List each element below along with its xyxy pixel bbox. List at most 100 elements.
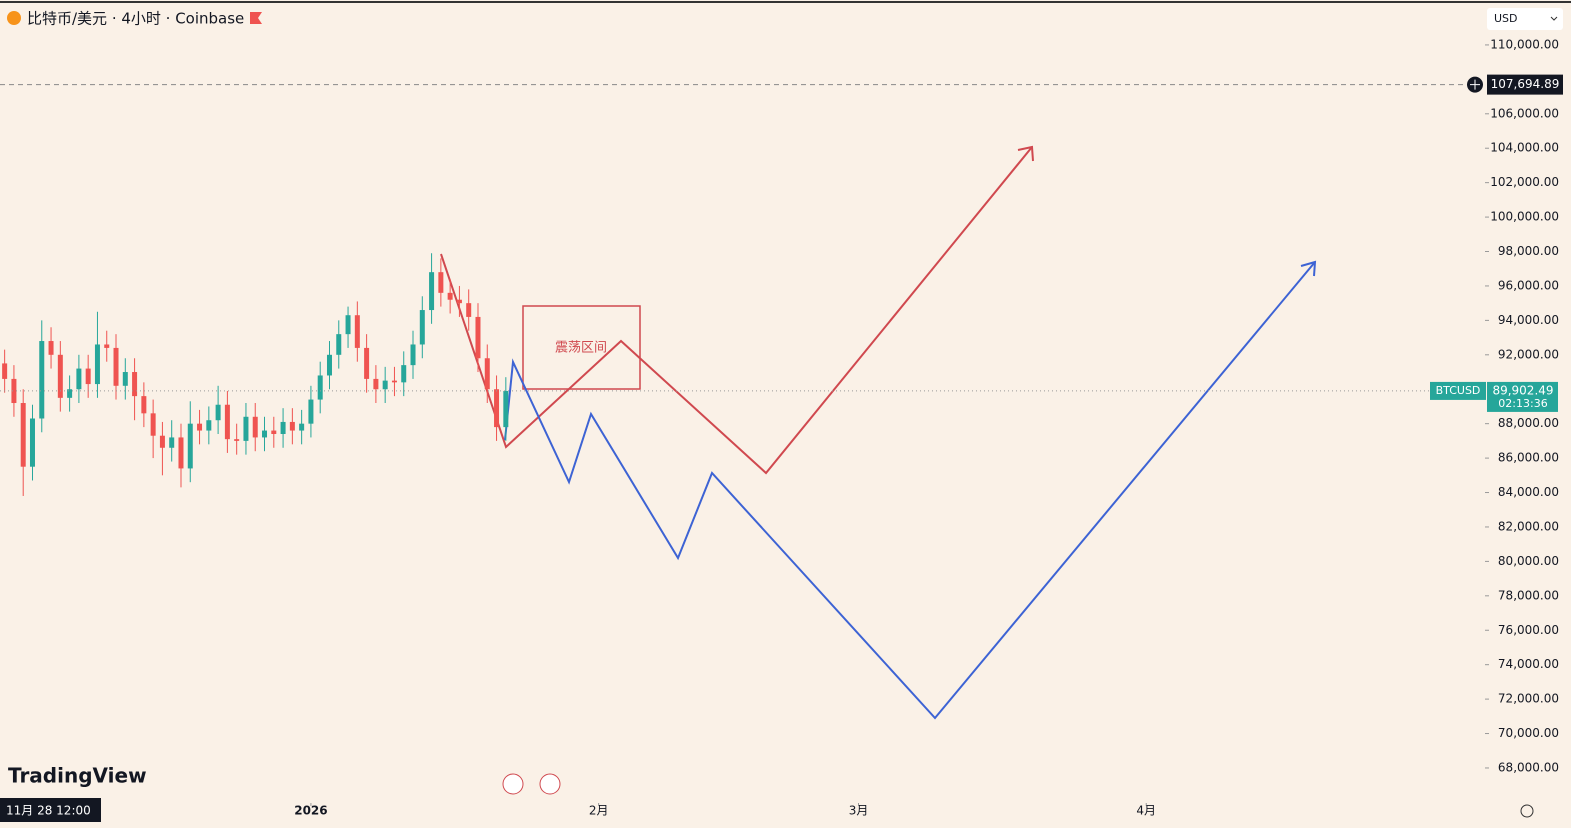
price-name-box xyxy=(1430,381,1486,400)
candle-body xyxy=(262,430,268,438)
y-tick-label: 94,000.00 xyxy=(1498,313,1559,327)
candle-body xyxy=(382,380,388,390)
candle-body xyxy=(169,437,175,448)
candle-body xyxy=(280,421,286,434)
coin-icon xyxy=(7,11,21,25)
alert-plus-sign xyxy=(1470,79,1480,90)
candle-body xyxy=(410,344,416,366)
y-tick-label: 96,000.00 xyxy=(1498,278,1559,292)
candle-body xyxy=(48,341,54,355)
candle-body xyxy=(132,372,138,397)
y-tick-label: 98,000.00 xyxy=(1498,244,1559,258)
y-tick-label: 88,000.00 xyxy=(1498,416,1559,430)
candle-body xyxy=(206,420,212,431)
candle-body xyxy=(67,389,73,398)
candle-body xyxy=(215,404,221,421)
crosshair-time-box xyxy=(0,798,101,822)
price-label: 89,902.49 xyxy=(1492,383,1553,397)
candle-body xyxy=(336,334,342,355)
x-tick-label: 2月 xyxy=(589,804,609,818)
y-tick-label: 82,000.00 xyxy=(1498,519,1559,533)
brand-logo: TradingView xyxy=(8,764,147,788)
candle-body xyxy=(76,368,82,390)
candle-body xyxy=(234,439,240,441)
crosshair-time-label: 11月 28 12:00 xyxy=(6,804,91,818)
candle-body xyxy=(494,389,500,428)
countdown-label: 02:13:36 xyxy=(1498,397,1547,410)
candle-body xyxy=(364,347,370,379)
y-tick-label: 110,000.00 xyxy=(1490,37,1559,51)
candle-body xyxy=(224,404,230,440)
candle-body xyxy=(299,423,305,431)
y-tick-label: 84,000.00 xyxy=(1498,485,1559,499)
candle-body xyxy=(419,310,425,345)
symbol-title: 比特币/美元 · 4小时 · Coinbase xyxy=(27,10,244,28)
candle-body xyxy=(317,375,323,400)
candle-body xyxy=(456,299,462,304)
candle-body xyxy=(484,358,490,390)
y-tick-label: 86,000.00 xyxy=(1498,451,1559,465)
y-tick-label: 104,000.00 xyxy=(1490,141,1559,155)
currency-label: USD xyxy=(1494,12,1518,25)
candle-body xyxy=(466,303,472,317)
candle-body xyxy=(354,315,360,348)
candle-body xyxy=(289,421,295,431)
plot xyxy=(2,253,509,496)
blue-path xyxy=(504,261,1316,720)
candle-body xyxy=(85,368,91,385)
y-tick-label: 78,000.00 xyxy=(1498,588,1559,602)
y-tick-label: 106,000.00 xyxy=(1490,106,1559,120)
candle-body xyxy=(113,347,119,386)
event-icon[interactable] xyxy=(539,773,561,795)
x-tick-label: 3月 xyxy=(849,804,869,818)
y-tick-label: 102,000.00 xyxy=(1490,175,1559,189)
candle-body xyxy=(391,380,397,383)
red-arrow xyxy=(1017,145,1034,162)
settings-icon[interactable] xyxy=(1520,804,1534,818)
candle-body xyxy=(141,396,147,414)
dropdown-arrow xyxy=(1550,16,1558,21)
candle-body xyxy=(345,315,351,335)
alert-price-box xyxy=(1487,74,1563,95)
flag-icon xyxy=(250,12,262,24)
candle-body xyxy=(373,378,379,390)
candle-body xyxy=(159,435,165,448)
price-name-label: BTCUSD xyxy=(1436,384,1481,397)
candle-body xyxy=(178,437,184,469)
event-icon[interactable] xyxy=(502,773,524,795)
blue-arrow xyxy=(1300,260,1317,277)
candle-body xyxy=(11,378,17,404)
alert-price-label: 107,694.89 xyxy=(1491,77,1560,91)
currency-select[interactable] xyxy=(1487,8,1563,30)
y-tick-label: 100,000.00 xyxy=(1490,210,1559,224)
candle-body xyxy=(57,354,63,398)
x-tick-label: 4月 xyxy=(1136,804,1156,818)
candle-body xyxy=(503,390,509,428)
candle-body xyxy=(326,354,332,376)
candle-body xyxy=(122,372,128,386)
y-tick-label: 76,000.00 xyxy=(1498,623,1559,637)
y-tick-label: 80,000.00 xyxy=(1498,554,1559,568)
candle-body xyxy=(438,272,444,293)
red-path xyxy=(440,146,1033,475)
candle-body xyxy=(243,416,249,441)
range-annotation: 震荡区间 xyxy=(555,341,607,356)
candle-body xyxy=(39,341,45,419)
candle-body xyxy=(2,363,8,379)
y-tick-label: 74,000.00 xyxy=(1498,657,1559,671)
y-tick-label: 72,000.00 xyxy=(1498,692,1559,706)
candle-body xyxy=(401,365,407,383)
candle-body xyxy=(20,403,26,467)
candle-body xyxy=(104,344,110,348)
price-box xyxy=(1487,381,1558,412)
candle-body xyxy=(150,413,156,436)
candle-body xyxy=(271,430,277,434)
candle-body xyxy=(252,416,258,438)
candle-body xyxy=(308,399,314,424)
candle-body xyxy=(197,423,203,431)
candle-body xyxy=(29,418,35,467)
candle-body xyxy=(187,423,193,469)
